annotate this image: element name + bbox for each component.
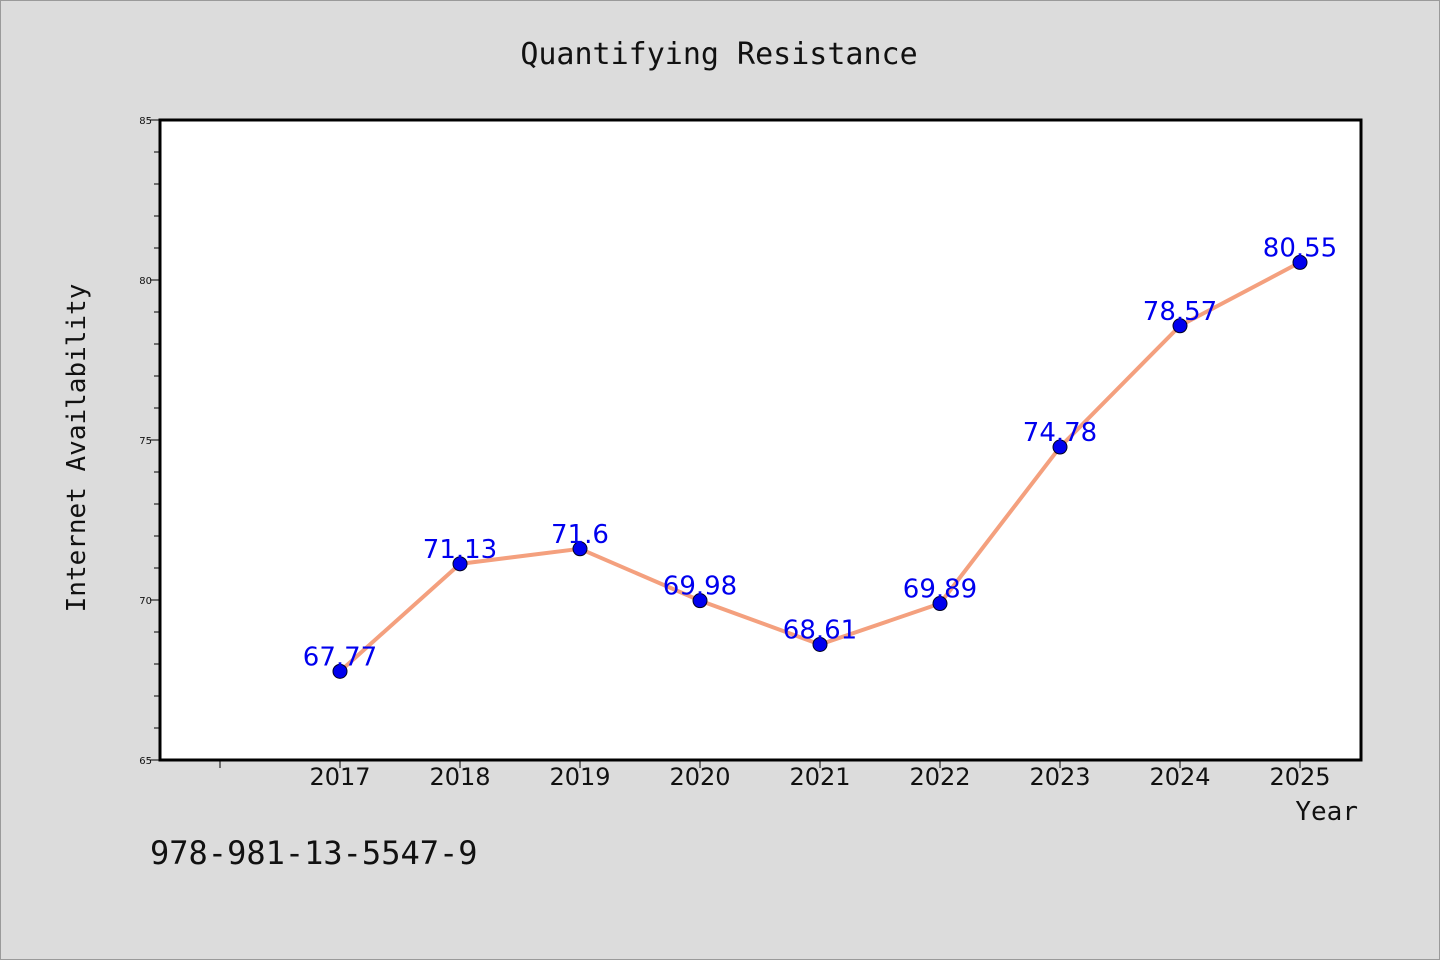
data-label: 71.6 bbox=[551, 520, 609, 550]
data-label: 69.89 bbox=[903, 575, 977, 605]
data-point-marker bbox=[452, 556, 468, 572]
x-tick-label: 2019 bbox=[549, 763, 610, 791]
x-tick-label: 2017 bbox=[309, 763, 370, 791]
y-tick-label: 65 bbox=[139, 756, 152, 767]
isbn-footer-text: 978-981-13-5547-9 bbox=[150, 834, 478, 872]
data-label: 80.55 bbox=[1263, 233, 1337, 263]
data-point-marker bbox=[1292, 254, 1308, 270]
data-point-marker bbox=[692, 593, 708, 609]
data-point-marker bbox=[572, 541, 588, 557]
y-tick-label: 85 bbox=[139, 116, 152, 127]
y-axis-label: Internet Availability bbox=[62, 284, 92, 613]
data-label: 69.98 bbox=[663, 572, 737, 602]
y-tick-label: 70 bbox=[139, 596, 152, 607]
x-tick-label: 2024 bbox=[1149, 763, 1210, 791]
chart-title: Quantifying Resistance bbox=[520, 37, 917, 72]
x-tick-label: 2025 bbox=[1269, 763, 1330, 791]
y-axis: 65 70 75 80 85 bbox=[139, 116, 160, 767]
data-label: 71.13 bbox=[423, 535, 497, 565]
x-axis: 2017 2018 2019 2020 2021 2022 2023 2024 2025 bbox=[219, 760, 1331, 791]
data-point-marker bbox=[332, 663, 348, 679]
x-tick-label: 2022 bbox=[909, 763, 970, 791]
x-tick-label: 2023 bbox=[1029, 763, 1090, 791]
data-label: 67.77 bbox=[303, 642, 377, 672]
x-tick-label: 2018 bbox=[429, 763, 490, 791]
data-label: 68.61 bbox=[783, 615, 857, 645]
data-label: 74.78 bbox=[1023, 418, 1097, 448]
data-point-marker bbox=[1052, 439, 1068, 455]
data-point-marker bbox=[812, 636, 828, 652]
x-tick-label: 2021 bbox=[789, 763, 850, 791]
x-axis-label: Year bbox=[1295, 797, 1358, 827]
x-tick-label: 2020 bbox=[669, 763, 730, 791]
data-label: 78.57 bbox=[1143, 297, 1217, 327]
series-layer: 67.77 71.13 71.6 69.98 68.61 69.89 74.78 78.57 8… bbox=[303, 233, 1337, 679]
data-point-marker bbox=[1172, 318, 1188, 334]
y-tick-label: 75 bbox=[139, 436, 152, 447]
y-tick-label: 80 bbox=[139, 276, 152, 287]
data-point-marker bbox=[932, 596, 948, 612]
